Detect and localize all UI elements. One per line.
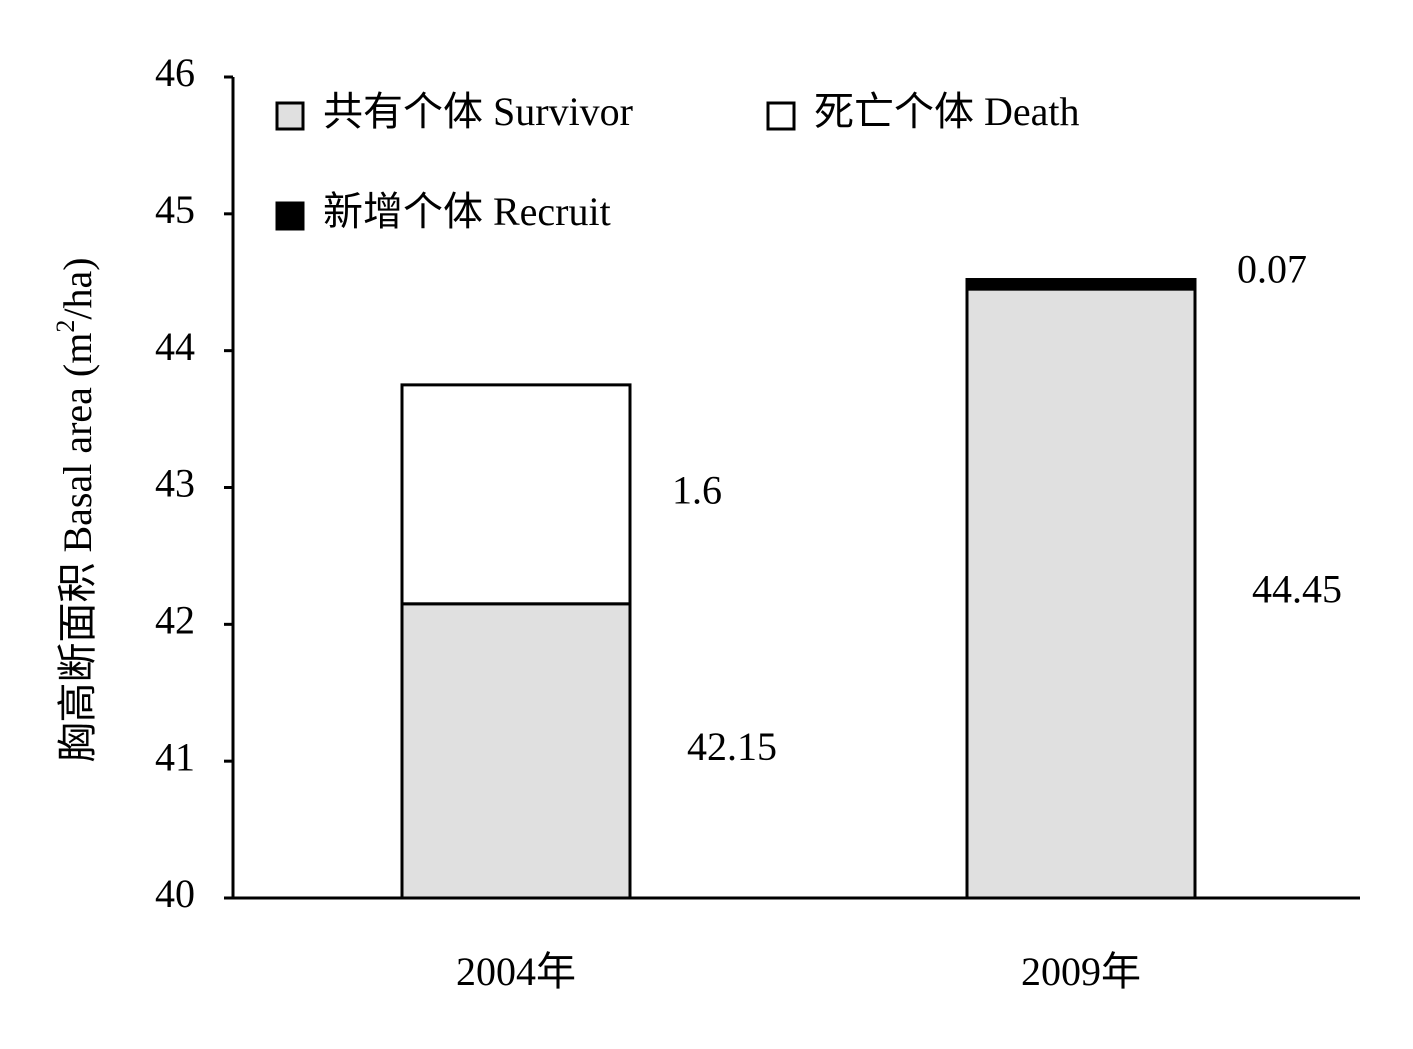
x-tick-label: 2009年: [1021, 949, 1141, 994]
legend-label: 死亡个体 Death: [814, 89, 1080, 134]
legend-swatch: [275, 101, 305, 131]
bar-segment: [965, 278, 1197, 291]
y-axis-label-part: 胸高断面积 Basal area (m: [55, 333, 100, 763]
y-tick-label: 40: [155, 871, 195, 916]
y-tick-label: 42: [155, 598, 195, 643]
legend-label: 共有个体 Survivor: [323, 89, 633, 134]
legend-swatch: [275, 201, 305, 231]
y-tick-label: 41: [155, 734, 195, 779]
bar-segment: [400, 383, 632, 606]
legend-label: 新增个体 Recruit: [323, 189, 611, 234]
bar-segment: [400, 602, 632, 900]
y-axis-label-part: /ha): [55, 257, 100, 319]
y-axis-label-sup: 2: [51, 320, 80, 333]
x-tick-label: 2004年: [456, 949, 576, 994]
bar-segment: [965, 287, 1197, 900]
y-tick-label: 46: [155, 50, 195, 95]
y-tick-label: 45: [155, 187, 195, 232]
y-tick-label: 43: [155, 461, 195, 506]
y-axis-label: 胸高断面积 Basal area (m2/ha): [51, 257, 100, 762]
y-tick-label: 44: [155, 324, 195, 369]
data-label: 1.6: [672, 468, 722, 513]
data-label: 0.07: [1237, 247, 1307, 292]
legend-swatch: [766, 101, 796, 131]
data-label: 42.15: [687, 724, 777, 769]
data-label: 44.45: [1252, 567, 1342, 612]
